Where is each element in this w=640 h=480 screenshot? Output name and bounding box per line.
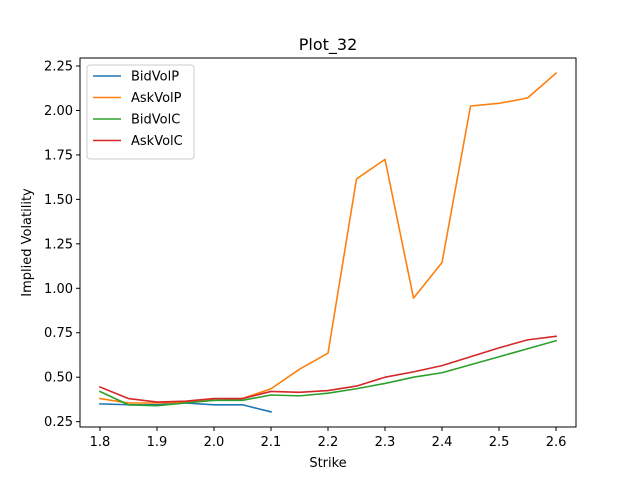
series-line-askvolp [99,71,558,404]
x-tick-label: 2.1 [261,435,282,450]
x-axis-title: Strike [309,456,346,471]
x-tick-label: 2.5 [489,435,510,450]
legend-label: AskVolC [131,134,183,149]
y-tick-label: 1.50 [44,193,73,208]
y-tick-label: 1.00 [44,282,73,297]
legend-box [86,64,195,160]
y-tick-label: 1.25 [44,237,73,252]
y-tick-label: 0.50 [44,371,73,386]
plot-area [98,71,558,413]
x-tick-label: 1.8 [90,435,111,450]
y-tick-label: 1.75 [44,148,73,163]
y-tick-label: 0.75 [44,326,73,341]
series-line-askvolc [98,335,557,403]
legend: BidVolP AskVolP BidVolC AskVolC [86,64,195,160]
legend-label: BidVolC [131,113,180,128]
x-tick-label: 2.3 [375,435,396,450]
plot-frame [79,57,577,428]
x-tick-label: 2.2 [318,435,339,450]
x-tick-label: 2.0 [204,435,225,450]
y-tick-label: 2.00 [44,104,73,119]
y-axis-title: Implied Volatility [20,188,35,297]
series-line-bidvolc [98,339,558,407]
legend-label: AskVolP [131,91,182,106]
x-tick-label: 2.4 [432,435,453,450]
y-tick-label: 0.25 [44,415,73,430]
chart-title: Plot_32 [299,35,358,55]
x-tick-label: 1.9 [147,435,168,450]
legend-label: BidVolP [131,70,179,85]
x-tick-label: 2.6 [546,435,567,450]
y-tick-label: 2.25 [44,60,73,75]
axes: 1.8 1.9 2.0 2.1 2.2 2.3 2.4 2.5 2.6 0.25 0.50 0.75 1… [44,60,566,450]
